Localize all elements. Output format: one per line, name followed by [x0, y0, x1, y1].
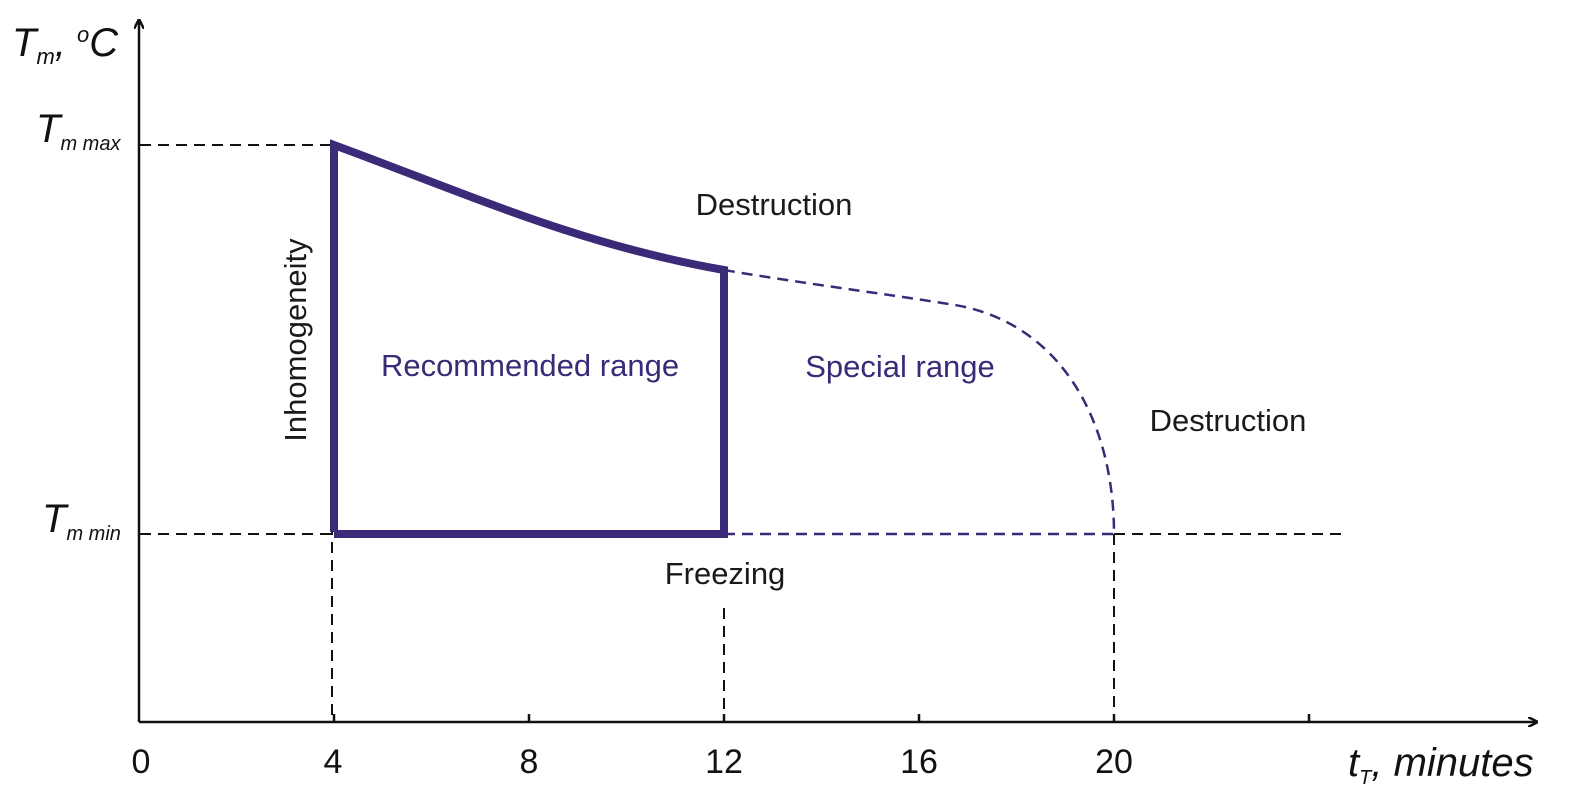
x-tick-label-4: 4 [324, 743, 343, 781]
x-tick-label-8: 8 [520, 743, 539, 781]
y-axis-label-sub: m [36, 44, 54, 69]
x-tick-label-16: 16 [900, 743, 938, 781]
y-tick-tmin: Tm min [42, 497, 121, 545]
destruction-right-label: Destruction [1150, 403, 1307, 438]
inhomogeneity-label: Inhomogeneity [278, 238, 313, 442]
x-axis-label: tT, minutes [1348, 741, 1534, 789]
x-tick-label-20: 20 [1095, 743, 1133, 781]
x-tick-label-12: 12 [705, 743, 743, 781]
recommended-range-label: Recommended range [381, 348, 679, 383]
freezing-label: Freezing [665, 556, 786, 591]
special-range-curve [723, 268, 1116, 535]
recommended-range-boundary [330, 139, 728, 538]
y-axis-label-sup: o [77, 22, 89, 47]
axes [139, 20, 1537, 722]
y-tick-tmax-main: T [36, 107, 63, 151]
x-axis-label-main: t [1348, 741, 1361, 785]
y-axis-label-unit: C [89, 21, 119, 65]
y-axis-label-rest: , [55, 21, 77, 65]
y-tick-tmax-sub: m max [60, 133, 121, 155]
x-axis-label-sub: T [1359, 767, 1373, 789]
y-tick-tmax: Tm max [36, 107, 121, 155]
y-axis-label: Tm, oC [12, 21, 119, 69]
special-range-label: Special range [805, 349, 995, 384]
x-tick-label-0: 0 [132, 743, 151, 781]
y-tick-tmin-sub: m min [66, 523, 120, 545]
y-axis-label-main: T [12, 21, 39, 65]
x-axis-label-rest: , minutes [1371, 741, 1533, 785]
destruction-top-label: Destruction [696, 187, 853, 222]
y-tick-tmin-main: T [42, 497, 69, 541]
special-range-boundary [723, 268, 1116, 536]
